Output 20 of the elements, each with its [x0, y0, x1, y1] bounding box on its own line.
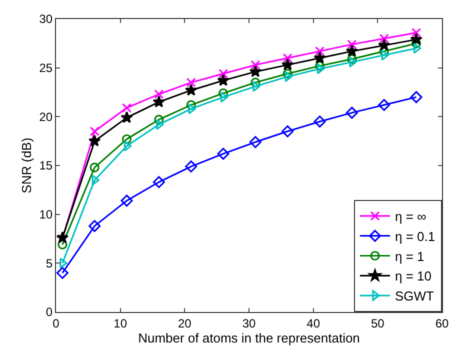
x-tick-label: 10 [114, 316, 128, 330]
x-tick-label: 30 [242, 316, 256, 330]
legend-label: η = 10 [395, 268, 432, 284]
x-tick-label: 50 [370, 316, 385, 330]
legend-label: η = ∞ [395, 209, 426, 224]
y-tick-label: 10 [39, 208, 53, 222]
y-tick-label: 30 [39, 12, 53, 26]
y-tick-label: 15 [39, 158, 53, 173]
y-tick-label: 25 [39, 61, 53, 76]
y-tick-label: 20 [39, 110, 53, 124]
y-axis-title: SNR (dB) [19, 138, 34, 194]
legend-label: η = 0.1 [395, 228, 436, 244]
x-tick-label: 60 [435, 316, 449, 330]
x-axis-title: Number of atoms in the representation [138, 330, 360, 346]
legend-label: η = 1 [395, 248, 424, 264]
y-tick-label: 0 [46, 305, 53, 320]
y-tick-label: 5 [46, 256, 53, 270]
x-tick-label: 20 [178, 316, 192, 330]
x-tick-label: 40 [306, 316, 320, 330]
legend-label: SGWT [395, 288, 434, 304]
